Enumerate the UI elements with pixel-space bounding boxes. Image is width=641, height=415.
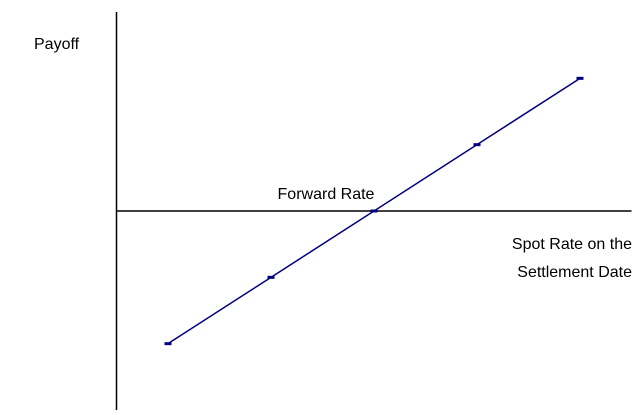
point-marker (576, 76, 584, 80)
x-axis-label: Settlement Date (517, 264, 632, 281)
annotation: Forward Rate (278, 186, 375, 203)
point-marker (473, 143, 481, 147)
point-marker (267, 275, 275, 279)
point-marker (164, 342, 172, 346)
point-marker (370, 209, 378, 213)
y-axis-label: Payoff (34, 36, 80, 53)
x-axis-label: Spot Rate on the (512, 236, 632, 253)
